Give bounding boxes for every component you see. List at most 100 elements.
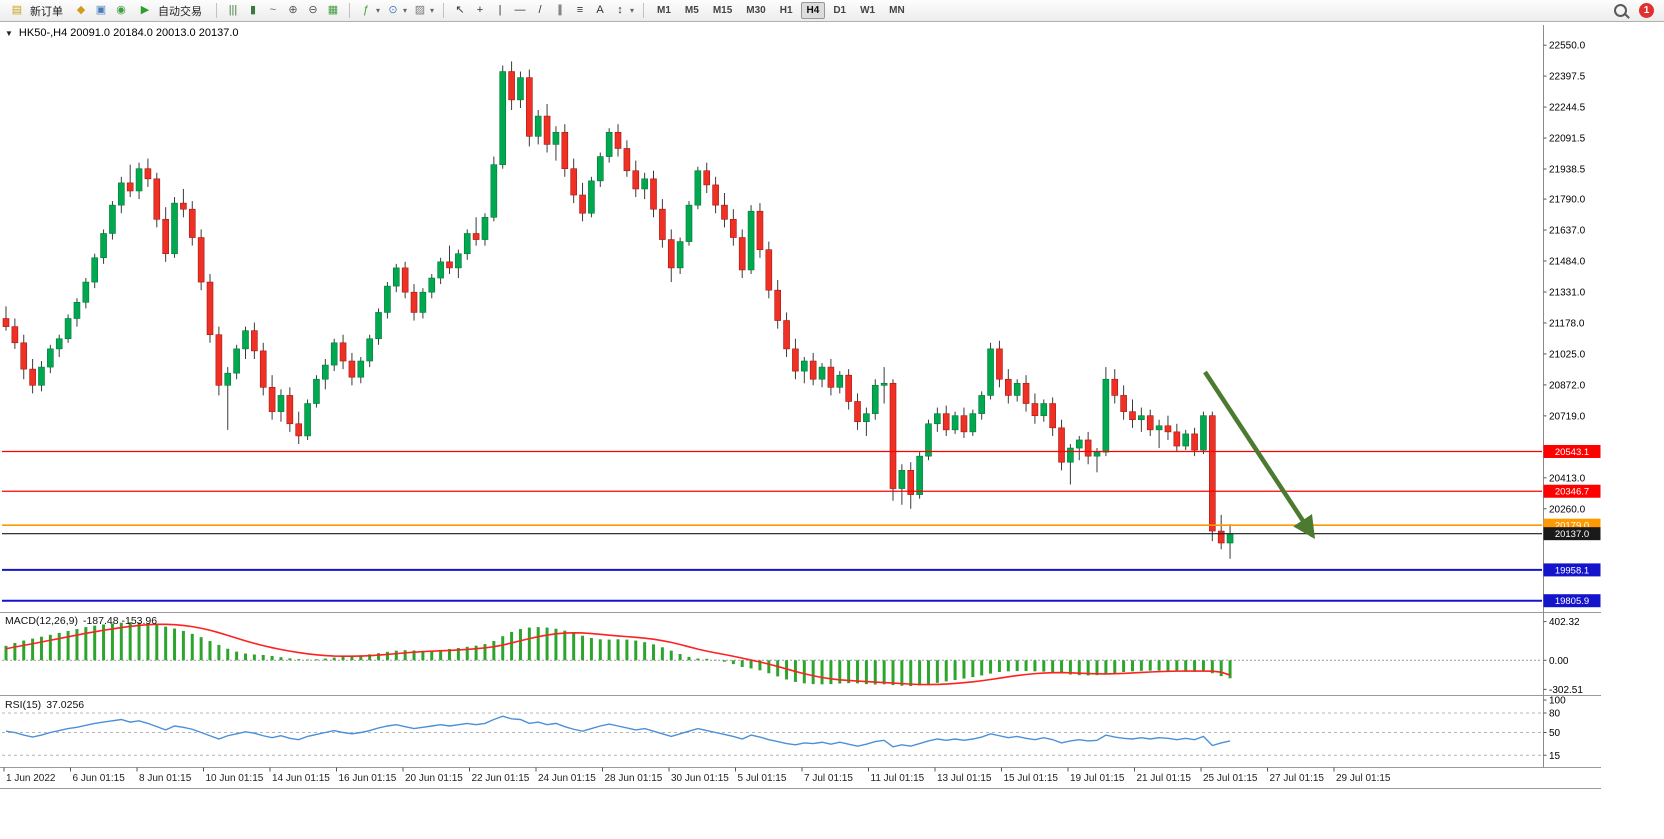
annotations[interactable] — [1203, 370, 1315, 540]
cursor-icon[interactable]: ↖ — [455, 4, 465, 16]
candle — [765, 249, 773, 291]
candle — [375, 312, 382, 340]
candle — [277, 395, 285, 412]
candle — [738, 237, 746, 271]
timeframe-h4[interactable]: H4 — [800, 2, 826, 19]
candle — [605, 131, 613, 157]
templates-icon[interactable]: ▨ — [414, 4, 426, 16]
price-tick-label: 20872.0 — [1549, 380, 1586, 391]
timeframe-m5[interactable]: M5 — [684, 5, 699, 16]
candle — [703, 170, 711, 186]
bar-chart-icon[interactable]: ||| — [228, 4, 238, 16]
timeframe-m30[interactable]: M30 — [746, 5, 766, 16]
candle — [144, 168, 152, 180]
new-order-button[interactable]: ▤ 新订单 — [4, 0, 70, 21]
timeframe-w1[interactable]: W1 — [860, 5, 876, 16]
vertical-line-icon[interactable]: | — [498, 4, 502, 16]
candle — [1191, 433, 1198, 451]
candle — [1005, 378, 1012, 396]
price-tick-label: 20719.0 — [1549, 411, 1586, 422]
timeframe-mn[interactable]: MN — [889, 5, 905, 16]
candle — [29, 368, 36, 386]
candle — [197, 237, 205, 283]
notification-badge[interactable]: 1 — [1639, 3, 1654, 18]
macd-tick-label: -302.51 — [1549, 685, 1583, 696]
search-icon[interactable] — [1614, 4, 1627, 17]
time-axis[interactable]: 1 Jun 2022 6 Jun 01:15 8 Jun 01:15 10 Jun 0… — [3, 767, 1391, 785]
candle — [641, 178, 648, 190]
candle — [126, 182, 134, 192]
timeframe-h1[interactable]: H1 — [779, 5, 793, 16]
candle — [472, 233, 480, 240]
candle — [366, 338, 373, 362]
trendline-icon[interactable]: / — [538, 4, 542, 16]
candle — [455, 253, 462, 269]
periods-caret[interactable]: ▾ — [402, 6, 407, 15]
collapse-triangle-icon[interactable]: ▼ — [5, 28, 13, 38]
candle — [410, 291, 418, 313]
candle — [135, 168, 143, 192]
time-tick-label: 1 Jun 2022 — [6, 773, 56, 784]
zoom-in-icon[interactable]: ⊕ — [288, 4, 298, 16]
marketplace-icon[interactable]: ◉ — [116, 4, 126, 16]
time-tick-label: 13 Jul 01:15 — [937, 773, 992, 784]
candle — [446, 261, 453, 269]
candle — [934, 413, 941, 425]
candle — [836, 374, 844, 388]
candle — [38, 366, 45, 386]
candle — [526, 77, 533, 137]
timeframe-m15[interactable]: M15 — [712, 5, 733, 16]
candle — [1209, 415, 1216, 532]
hline-price-box — [1543, 444, 1601, 458]
indicators-caret[interactable]: ▾ — [375, 6, 380, 15]
candle — [659, 208, 666, 240]
candlestick-chart-icon[interactable]: ▮ — [249, 4, 257, 16]
candle — [118, 182, 125, 206]
indicators-icon[interactable]: ƒ — [362, 4, 370, 16]
timeframe-m1[interactable]: M1 — [657, 5, 671, 16]
candle — [1067, 447, 1074, 463]
candle — [996, 348, 1003, 380]
autotrade-button[interactable]: ▶ 自动交易 — [132, 0, 209, 21]
candle — [100, 233, 107, 259]
tile-windows-icon[interactable]: ▦ — [327, 4, 339, 16]
candle — [437, 261, 444, 279]
trend-arrow[interactable] — [1203, 370, 1315, 540]
time-tick-label: 16 Jun 01:15 — [339, 773, 397, 784]
macd-pane: 402.32 0.00 -302.51 — [2, 617, 1583, 696]
time-tick-label: 27 Jul 01:15 — [1270, 773, 1325, 784]
candle — [1129, 411, 1136, 421]
rsi-title: RSI(15) — [5, 699, 42, 711]
templates-caret[interactable]: ▾ — [429, 6, 434, 15]
metaeditor-icon[interactable]: ◆ — [76, 4, 86, 16]
candle — [259, 350, 267, 388]
horizontal-line-icon[interactable]: — — [514, 4, 526, 16]
price-tick-label: 20260.0 — [1549, 504, 1586, 515]
candle — [889, 382, 897, 489]
price-axis[interactable]: 22550.0 22397.5 22244.5 22091.5 21938.5 21790… — [1543, 41, 1586, 516]
candle — [1155, 425, 1163, 431]
new-order-button-icon: ▤ — [11, 4, 23, 16]
candle — [508, 71, 515, 101]
text-label-icon[interactable]: A — [596, 4, 604, 16]
candle — [295, 423, 303, 437]
timeframe-d1[interactable]: D1 — [833, 5, 847, 16]
candle — [925, 423, 932, 457]
equidistant-channel-icon[interactable]: ∥ — [557, 4, 563, 16]
arrows-tool-icon[interactable]: ↕ — [617, 4, 623, 16]
periods-icon[interactable]: ⊙ — [388, 4, 398, 16]
candle — [685, 204, 693, 242]
fibonacci-icon[interactable]: ≡ — [576, 4, 584, 16]
candle — [1093, 451, 1101, 457]
candle — [339, 342, 347, 362]
candle — [73, 302, 81, 319]
crosshair-icon[interactable]: + — [476, 4, 484, 16]
line-chart-icon[interactable]: ~ — [269, 4, 277, 16]
time-tick-label: 15 Jul 01:15 — [1004, 773, 1059, 784]
shapes-caret[interactable]: ▾ — [629, 6, 634, 15]
zoom-out-icon[interactable]: ⊖ — [308, 4, 318, 16]
strategy-tester-icon[interactable]: ▣ — [95, 4, 107, 16]
candle — [863, 413, 870, 423]
